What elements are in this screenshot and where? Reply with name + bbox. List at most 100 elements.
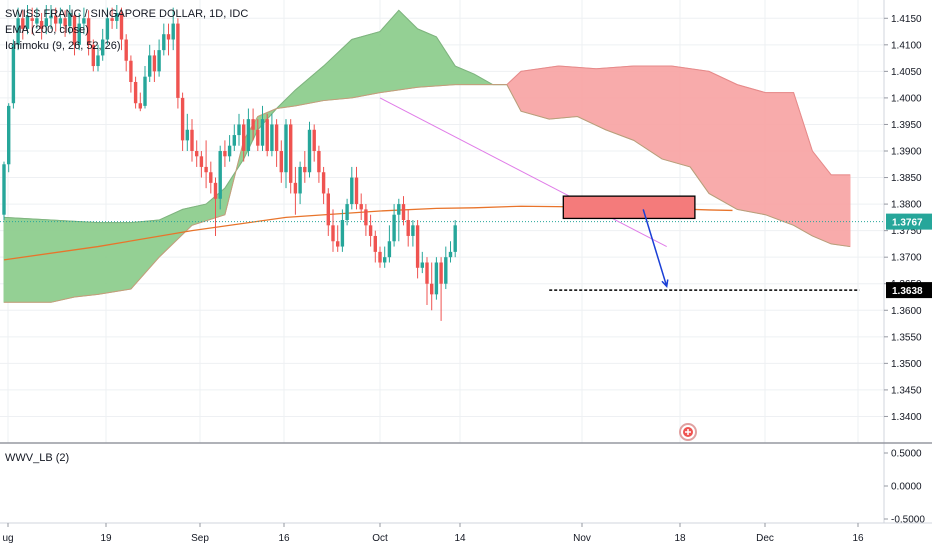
candle-body[interactable]: [444, 257, 448, 284]
candle-body[interactable]: [378, 251, 382, 263]
candle-body[interactable]: [298, 166, 302, 194]
candle-body[interactable]: [152, 55, 157, 72]
candle-body[interactable]: [415, 225, 420, 268]
candle-body[interactable]: [397, 204, 401, 215]
candle-body[interactable]: [345, 204, 349, 221]
candle-body[interactable]: [340, 220, 345, 247]
candle-body[interactable]: [77, 23, 81, 45]
drawing-tools[interactable]: [379, 97, 860, 291]
ema-legend[interactable]: EMA (200, close): [5, 24, 89, 36]
candle-body[interactable]: [105, 18, 110, 40]
candle-body[interactable]: [2, 164, 6, 215]
candle-body[interactable]: [7, 105, 11, 165]
candle-body[interactable]: [190, 129, 194, 151]
candle-body[interactable]: [336, 241, 340, 247]
candle-body[interactable]: [354, 177, 359, 205]
candle-body[interactable]: [256, 129, 260, 146]
candle-body[interactable]: [303, 166, 307, 173]
candle-body[interactable]: [430, 283, 434, 295]
candle-body[interactable]: [227, 145, 232, 157]
candle-body[interactable]: [448, 251, 453, 258]
candle-body[interactable]: [209, 172, 213, 183]
candle-body[interactable]: [425, 262, 429, 284]
candle-body[interactable]: [331, 225, 335, 242]
candle-body[interactable]: [86, 18, 91, 45]
candle-body[interactable]: [317, 151, 321, 173]
candle-body[interactable]: [44, 18, 48, 27]
candle-body[interactable]: [364, 209, 368, 226]
candle-body[interactable]: [68, 12, 72, 27]
candle-body[interactable]: [265, 119, 269, 151]
candle-body[interactable]: [11, 44, 16, 104]
ichimoku-legend[interactable]: Ichimoku (9, 26, 52, 26): [5, 40, 121, 52]
time-axis[interactable]: ug 19 Sep 16 Oct 14 Nov 18 Dec 16: [0, 522, 932, 544]
candle-body[interactable]: [195, 151, 199, 157]
candle-body[interactable]: [110, 18, 114, 21]
candle-body[interactable]: [124, 39, 128, 61]
candle-body[interactable]: [237, 124, 241, 136]
candle-body[interactable]: [49, 15, 53, 19]
candle-body[interactable]: [289, 124, 293, 183]
candle-body[interactable]: [91, 44, 95, 67]
price-axis[interactable]: 1.4150 1.4100 1.4050 1.4000 1.3950 1.3900 1.38…: [0, 0, 932, 523]
candle-body[interactable]: [133, 81, 138, 104]
candle-body[interactable]: [157, 50, 161, 72]
candle-body[interactable]: [54, 15, 58, 24]
candle-body[interactable]: [218, 151, 222, 199]
candle-body[interactable]: [119, 12, 124, 40]
candle-body[interactable]: [307, 129, 312, 173]
candle-body[interactable]: [25, 15, 30, 29]
candle-body[interactable]: [204, 166, 208, 173]
candle-body[interactable]: [176, 23, 180, 98]
candle-body[interactable]: [101, 39, 105, 56]
candlestick-series[interactable]: [2, 5, 457, 321]
candle-body[interactable]: [434, 262, 439, 295]
candle-body[interactable]: [321, 172, 326, 194]
candle-body[interactable]: [392, 214, 396, 242]
candle-body[interactable]: [21, 18, 25, 29]
candle-body[interactable]: [82, 18, 86, 24]
trend-line[interactable]: [379, 97, 667, 248]
candle-body[interactable]: [185, 129, 189, 141]
candle-body[interactable]: [72, 15, 77, 45]
candle-body[interactable]: [312, 129, 316, 151]
candle-body[interactable]: [359, 204, 363, 210]
candle-body[interactable]: [138, 103, 142, 109]
candle-body[interactable]: [260, 119, 265, 146]
candle-body[interactable]: [242, 124, 246, 151]
candle-body[interactable]: [162, 34, 166, 51]
candle-body[interactable]: [35, 18, 39, 24]
candle-body[interactable]: [293, 182, 298, 194]
candle-body[interactable]: [166, 34, 171, 40]
candle-body[interactable]: [39, 20, 44, 29]
candle-body[interactable]: [439, 262, 443, 284]
candle-body[interactable]: [279, 151, 283, 173]
arrow-down-icon[interactable]: [642, 209, 668, 287]
candle-body[interactable]: [284, 124, 288, 173]
candle-body[interactable]: [96, 55, 100, 67]
candle-body[interactable]: [326, 193, 330, 226]
candle-body[interactable]: [251, 119, 255, 130]
candle-body[interactable]: [129, 60, 133, 82]
candle-body[interactable]: [16, 18, 20, 45]
candle-body[interactable]: [420, 262, 424, 268]
candle-body[interactable]: [274, 124, 279, 151]
candle-body[interactable]: [383, 257, 387, 263]
subpane-legend[interactable]: WWV_LB (2): [5, 452, 70, 464]
candle-body[interactable]: [30, 18, 34, 21]
candle-body[interactable]: [373, 235, 377, 252]
candle-body[interactable]: [213, 182, 218, 199]
candle-body[interactable]: [171, 23, 175, 40]
candle-body[interactable]: [453, 225, 457, 252]
candle-body[interactable]: [63, 18, 67, 27]
candle-body[interactable]: [246, 119, 251, 151]
candle-body[interactable]: [406, 220, 410, 236]
candle-body[interactable]: [223, 151, 227, 157]
candle-body[interactable]: [148, 55, 152, 77]
candle-body[interactable]: [411, 225, 415, 236]
candle-body[interactable]: [401, 204, 406, 221]
candle-body[interactable]: [180, 97, 185, 141]
candle-body[interactable]: [199, 156, 204, 167]
candle-body[interactable]: [368, 225, 373, 236]
